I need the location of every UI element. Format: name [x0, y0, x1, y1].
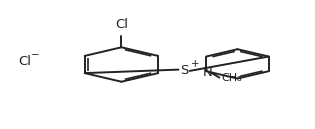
Text: +: +: [191, 59, 199, 69]
Text: Cl: Cl: [115, 18, 128, 31]
Text: S: S: [180, 64, 188, 77]
Text: −: −: [31, 50, 40, 60]
Text: Cl: Cl: [18, 55, 31, 68]
Text: N: N: [203, 66, 213, 79]
Text: CH₃: CH₃: [222, 73, 243, 83]
